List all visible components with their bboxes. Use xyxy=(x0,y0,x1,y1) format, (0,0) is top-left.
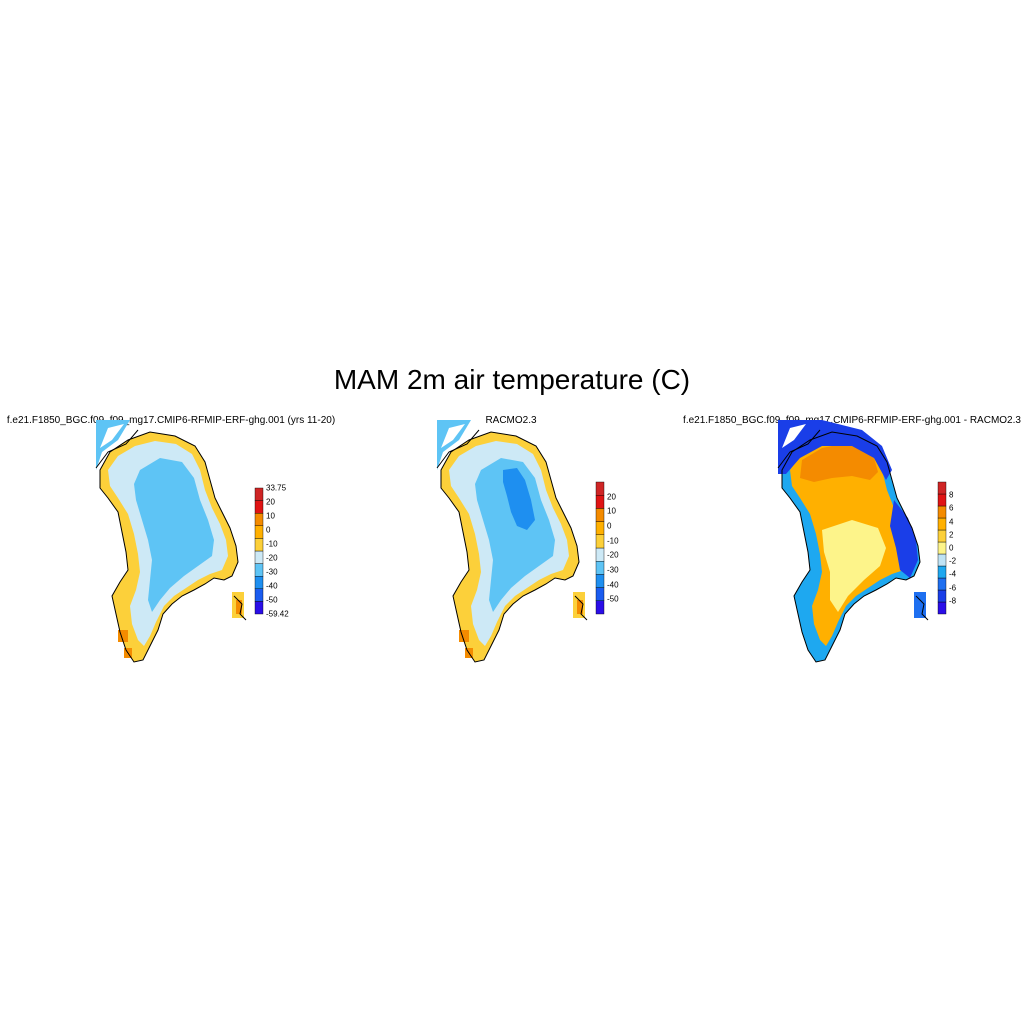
colorbar-tick-label: -2 xyxy=(949,556,957,566)
coastline xyxy=(436,429,480,469)
coastline xyxy=(915,595,929,621)
colorbar-swatch xyxy=(937,541,947,555)
ice-sheet-core-region xyxy=(503,468,535,530)
colorbar-swatch xyxy=(595,547,605,562)
ice-sheet-region xyxy=(134,458,214,612)
colorbar-tick-label: -59.42 xyxy=(266,609,289,619)
ellesmere-region xyxy=(437,420,471,470)
colorbar-swatch xyxy=(937,493,947,507)
colorbar-swatch xyxy=(254,563,264,577)
colorbar-tick-label: 20 xyxy=(607,492,616,502)
colorbar-tick-label: 0 xyxy=(949,543,954,553)
ellesmere-gap xyxy=(100,424,124,448)
colorbar-tick-label: 0 xyxy=(607,521,612,531)
colorbar-swatch xyxy=(595,495,605,509)
colorbar-swatch xyxy=(937,481,947,495)
colorbar-swatch xyxy=(595,587,605,601)
ice-sheet-region xyxy=(475,458,555,612)
colorbar-tick-label: -40 xyxy=(607,580,619,590)
colorbar-swatch xyxy=(254,576,264,590)
strong-bias-region xyxy=(800,444,878,482)
colorbar-swatch xyxy=(595,534,605,549)
colorbar-swatch xyxy=(937,601,947,615)
colorbar-tick-label: 10 xyxy=(607,506,616,516)
colorbar-swatch xyxy=(254,487,264,501)
colorbar-swatch xyxy=(254,500,264,514)
cold-bias-region xyxy=(778,420,892,480)
colorbar-tick-label: 6 xyxy=(949,503,954,513)
ellesmere-gap xyxy=(782,424,806,448)
colorbar-swatch xyxy=(937,577,947,591)
colorbar-swatch xyxy=(595,561,605,575)
colorbar-swatch xyxy=(254,525,264,539)
coastline xyxy=(233,595,247,621)
colorbar-swatch xyxy=(254,538,264,552)
colorbar-swatch xyxy=(937,565,947,579)
ellesmere-gap xyxy=(441,424,465,448)
colorbar-tick-label: 2 xyxy=(949,530,954,540)
panel-title: f.e21.F1850_BGC.f09_f09_mg17.CMIP6-RFMIP… xyxy=(6,415,336,426)
colorbar-tick-label: -20 xyxy=(607,550,619,560)
island-patch xyxy=(236,600,242,614)
colorbar-tick-label: -30 xyxy=(607,565,619,575)
colorbar-tick-label: -10 xyxy=(266,539,278,549)
greenland-map xyxy=(777,420,929,663)
main-title: MAM 2m air temperature (C) xyxy=(333,364,691,395)
colorbar-tick-label: -20 xyxy=(266,553,278,563)
colorbar-swatch xyxy=(595,508,605,522)
colorbar-swatch xyxy=(937,517,947,531)
coastline xyxy=(440,431,580,663)
colorbar xyxy=(254,487,264,615)
colorbar-tick-label: -10 xyxy=(607,536,619,546)
colorbar xyxy=(595,481,605,615)
colorbar-tick-label: -4 xyxy=(949,569,957,579)
colorbar-tick-label: -50 xyxy=(607,594,619,604)
panel-title: RACMO2.3 xyxy=(485,415,537,426)
colorbar-swatch xyxy=(254,588,264,602)
colorbar-swatch xyxy=(937,505,947,519)
colorbar-swatch xyxy=(937,553,947,567)
map-panel-difference: f.e21.F1850_BGC.f09_f09_mg17.CMIP6-RFMIP… xyxy=(682,410,1024,680)
coastline xyxy=(99,431,239,663)
greenland-map xyxy=(436,420,588,663)
colorbar-tick-label: 8 xyxy=(949,490,954,500)
panel-title: f.e21.F1850_BGC.f09_f09_mg17.CMIP6-RFMIP… xyxy=(683,415,1021,426)
colorbar-swatch xyxy=(254,513,264,527)
cold-bias-region xyxy=(890,500,918,578)
colorbar-swatch xyxy=(595,600,605,615)
colorbar-tick-label: 33.75 xyxy=(266,483,287,493)
coastline xyxy=(95,429,139,469)
colorbar-swatch xyxy=(595,521,605,535)
colorbar-swatch xyxy=(254,550,264,564)
colorbar-swatch xyxy=(254,601,264,615)
ellesmere-region xyxy=(96,420,130,470)
colorbar-swatch xyxy=(595,481,605,496)
greenland-map xyxy=(95,420,247,663)
coastline xyxy=(781,431,921,663)
colorbar-tick-label: -40 xyxy=(266,581,278,591)
colorbar-tick-label: -50 xyxy=(266,595,278,605)
coastline xyxy=(574,595,588,621)
colorbar-tick-label: -6 xyxy=(949,583,957,593)
colorbar-tick-label: -30 xyxy=(266,567,278,577)
colorbar-swatch xyxy=(595,574,605,588)
island-patch xyxy=(577,600,583,614)
colorbar-tick-label: 10 xyxy=(266,511,275,521)
colorbar-tick-label: 0 xyxy=(266,525,271,535)
colorbar xyxy=(937,481,947,615)
colorbar-swatch xyxy=(937,589,947,603)
coastline xyxy=(777,429,821,469)
map-panel-racmo: RACMO2.3 -50 -40 -30 -20 -10 0 10 20 xyxy=(341,410,682,680)
small-bias-region xyxy=(822,520,886,612)
colorbar-tick-label: -8 xyxy=(949,596,957,606)
colorbar-swatch xyxy=(937,529,947,543)
map-panel-model: f.e21.F1850_BGC.f09_f09_mg17.CMIP6-RFMIP… xyxy=(0,410,341,680)
warm-patch xyxy=(459,630,469,642)
colorbar-tick-label: 4 xyxy=(949,517,954,527)
warm-patch xyxy=(118,630,128,642)
colorbar-tick-label: 20 xyxy=(266,497,275,507)
